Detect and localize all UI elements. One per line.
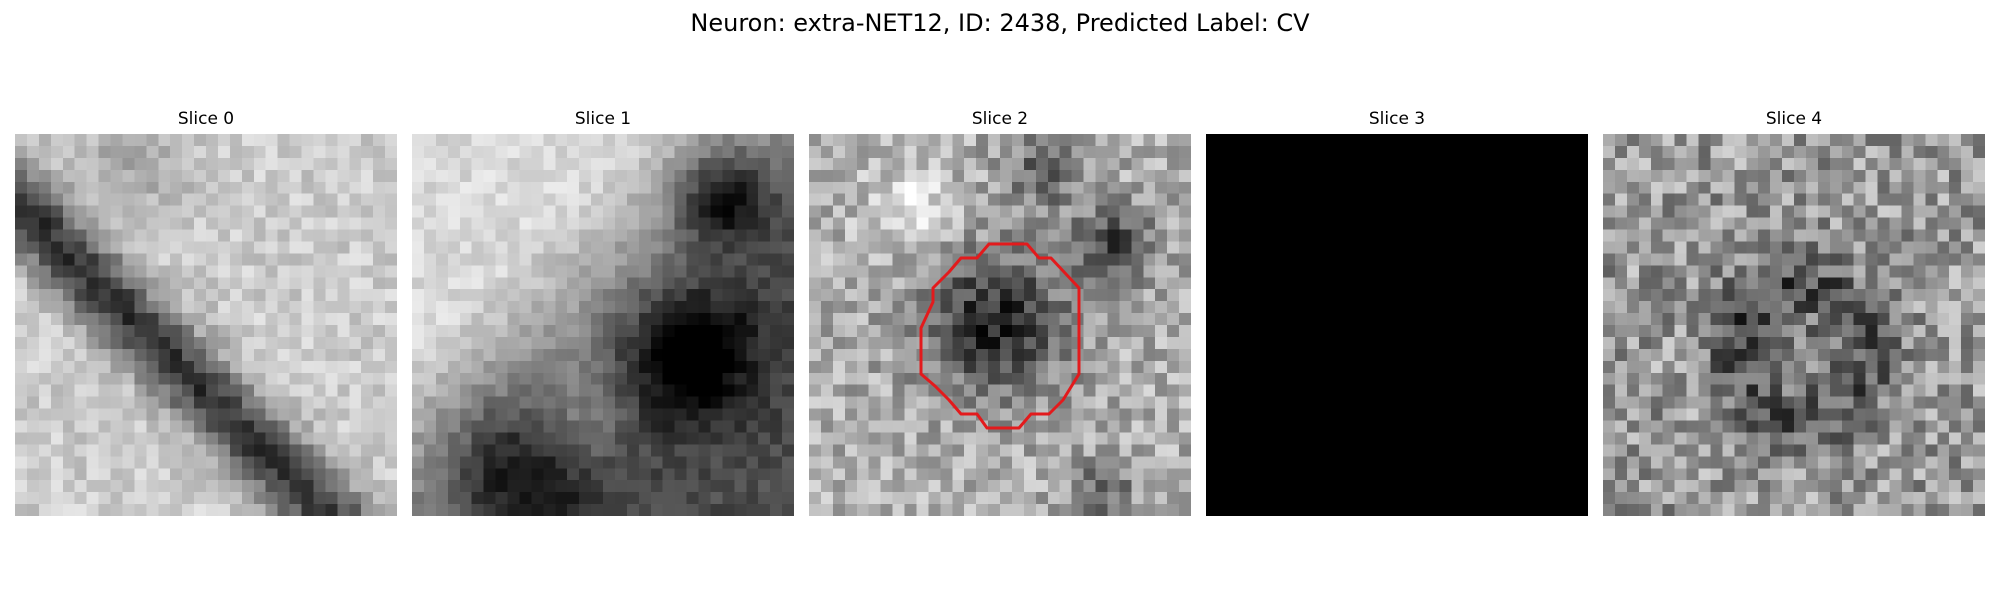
- slice-4-image: [1603, 134, 1985, 516]
- slice-2-image: [809, 134, 1191, 516]
- slice-title: Slice 4: [1765, 109, 1823, 129]
- slice-panel-2: Slice 2: [809, 108, 1191, 516]
- slice-panel-1: Slice 1: [412, 108, 794, 516]
- slice-0-image: [15, 134, 397, 516]
- slice-panel-3: Slice 3: [1206, 108, 1588, 516]
- slice-1-image: [412, 134, 794, 516]
- slice-panel-0: Slice 0: [15, 108, 397, 516]
- slice-title: Slice 2: [971, 109, 1029, 129]
- slice-title: Slice 1: [574, 109, 632, 129]
- figure-title: Neuron: extra-NET12, ID: 2438, Predicted…: [690, 9, 1310, 37]
- slice-panel-4: Slice 4: [1603, 108, 1985, 516]
- slice-title: Slice 3: [1368, 109, 1426, 129]
- slice-title: Slice 0: [177, 109, 235, 129]
- slice-3-image: [1206, 134, 1588, 516]
